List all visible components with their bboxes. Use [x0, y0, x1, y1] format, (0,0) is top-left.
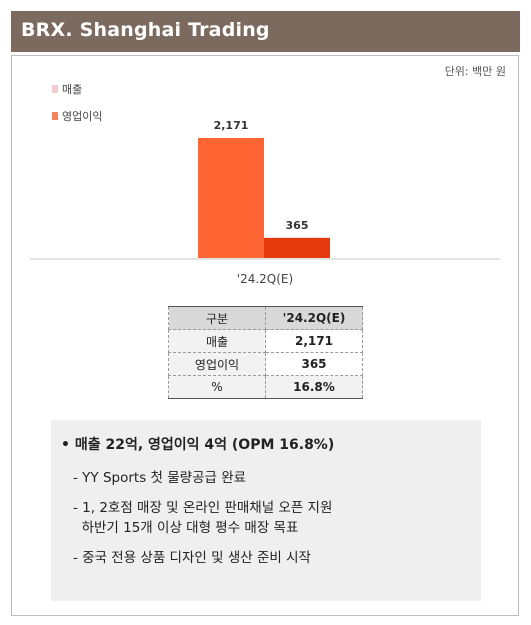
- data-label-op-income: 365: [286, 219, 309, 232]
- table-cell: 매출: [168, 329, 266, 353]
- note-item: - 1, 2호점 매장 및 온라인 판매채널 오픈 지원 하반기 15개 이상 …: [73, 496, 332, 536]
- legend-label-revenue: 매출: [62, 83, 82, 96]
- table-header-cell: '24.2Q(E): [265, 306, 363, 330]
- table-cell: 영업이익: [168, 352, 266, 376]
- table-row: 영업이익 365: [168, 352, 363, 376]
- table-cell: %: [168, 375, 266, 399]
- legend-swatch-op-income: [52, 112, 58, 120]
- note-line: - YY Sports 첫 물량공급 완료: [73, 470, 247, 486]
- table-header-cell: 구분: [168, 306, 266, 330]
- table-row: 매출 2,171: [168, 329, 363, 353]
- bar-revenue: [198, 138, 264, 258]
- summary-table: 구분 '24.2Q(E) 매출 2,171 영업이익 365 % 16.8%: [168, 306, 363, 399]
- note-line: - 중국 전용 상품 디자인 및 생산 준비 시작: [73, 550, 311, 566]
- note-line: - 1, 2호점 매장 및 온라인 판매채널 오픈 지원: [73, 500, 333, 516]
- page-title: BRX. Shanghai Trading: [21, 19, 270, 41]
- table-cell: 365: [265, 352, 363, 376]
- table-cell: 2,171: [265, 329, 363, 353]
- content-frame: 단위: 백만 원 매출 영업이익 2,171 365 '24.2Q(E) 구분 …: [11, 55, 519, 616]
- note-line: 하반기 15개 이상 대형 평수 매장 목표: [73, 520, 299, 536]
- bar-op-income: [264, 237, 330, 258]
- data-label-revenue: 2,171: [214, 119, 249, 132]
- note-headline: • 매출 22억, 영업이익 4억 (OPM 16.8%): [61, 437, 335, 453]
- legend-label-op-income: 영업이익: [62, 110, 102, 123]
- note-item: - 중국 전용 상품 디자인 및 생산 준비 시작: [73, 546, 311, 566]
- bar-chart: 매출 영업이익 2,171 365 '24.2Q(E): [30, 83, 500, 286]
- table-header-row: 구분 '24.2Q(E): [168, 306, 363, 330]
- header-bar: BRX. Shanghai Trading: [11, 11, 520, 52]
- notes-box: • 매출 22억, 영업이익 4억 (OPM 16.8%) - YY Sport…: [51, 420, 481, 601]
- table-cell: 16.8%: [265, 375, 363, 399]
- note-item: - YY Sports 첫 물량공급 완료: [73, 466, 246, 486]
- table-row: % 16.8%: [168, 375, 363, 399]
- legend-swatch-revenue: [52, 85, 58, 93]
- x-tick-label: '24.2Q(E): [237, 272, 293, 286]
- unit-note: 단위: 백만 원: [444, 65, 506, 78]
